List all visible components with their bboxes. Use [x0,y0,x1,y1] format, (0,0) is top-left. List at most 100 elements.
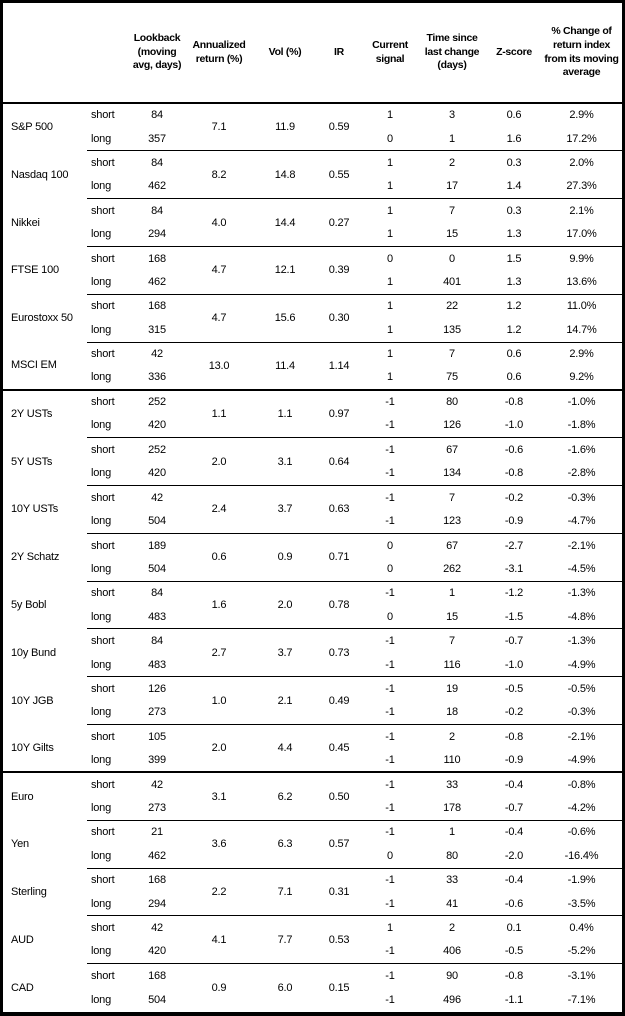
lookback-value: 483 [148,610,166,623]
z-score-value: -0.6 [504,897,524,910]
time-since-value: 110 [443,753,461,766]
vol-value: 7.7 [255,915,315,964]
time-since-value: 401 [443,276,461,289]
pct-change-value: -1.3% [541,628,622,653]
time-since-value: 126 [443,419,461,432]
current-signal-value: -1 [385,658,395,671]
annualized-return-value: 4.7 [183,293,255,343]
ir-value: 0.71 [315,532,363,582]
annualized-return-value: 2.4 [183,485,255,534]
vol-value: 14.4 [255,198,315,247]
asset-name: CAD [11,981,34,994]
pct-change-value: -0.6% [541,819,622,845]
ir-value: 0.45 [315,724,363,773]
pct-change-value: -1.9% [541,867,622,892]
ir-value: 0.30 [315,293,363,343]
current-signal-value: 0 [363,532,417,558]
current-signal-value: 0 [387,849,393,862]
pct-change-value: 11.0% [541,293,622,319]
horizon-label: long [91,610,111,623]
pct-change-value: 2.1% [541,198,622,223]
lookback-value: 462 [148,849,166,862]
lookback-value: 483 [148,658,166,671]
pct-change-value: 14.7% [566,323,597,336]
table-row-long: long 420 -1 406 -0.5 -5.2% [3,940,622,964]
time-since-value: 1 [417,819,487,845]
table-row-short: Nikkei short 84 4.0 14.4 0.27 1 7 0.3 2.1% [3,198,622,247]
lookback-value: 294 [148,228,166,241]
current-signal-value: 1 [387,323,393,336]
horizon-label: short [91,109,115,122]
annualized-return-value: 13.0 [183,341,255,390]
col-header-vol: Vol (%) [255,3,315,104]
lookback-value: 168 [131,867,183,892]
z-score-value: 1.5 [487,245,541,271]
z-score-value: -0.2 [504,706,524,719]
lookback-value: 315 [148,323,166,336]
z-score-value: 0.6 [506,371,522,384]
ir-value: 0.31 [315,867,363,916]
z-score-value: -0.5 [487,676,541,701]
z-score-value: -0.4 [487,867,541,892]
horizon-label: long [91,228,111,241]
table-row-short: Euro short 42 3.1 6.2 0.50 -1 33 -0.4 -0.8% [3,771,622,821]
horizon-label: short [87,437,131,462]
time-since-value: 134 [443,467,461,480]
table-row-long: long 504 -1 123 -0.9 -4.7% [3,509,622,533]
lookback-value: 462 [148,276,166,289]
lookback-value: 504 [148,515,166,528]
lookback-value: 84 [131,628,183,653]
z-score-value: -1.0 [504,419,524,432]
lookback-value: 420 [148,467,166,480]
col-header-pct-change: % Change of return index from its moving… [541,3,622,104]
asset-name: Eurostoxx 50 [11,312,73,325]
table-row-short: 5Y USTs short 252 2.0 3.1 0.64 -1 67 -0.6 -1.6% [3,437,622,486]
pct-change-value: -0.3% [567,706,596,719]
annualized-return-value: 4.0 [183,198,255,247]
time-since-value: 67 [417,532,487,558]
annualized-return-value: 3.1 [183,771,255,821]
table-row-long: long 420 -1 126 -1.0 -1.8% [3,414,622,438]
table-row-long: long 504 0 262 -3.1 -4.5% [3,557,622,581]
horizon-label: long [91,132,111,145]
current-signal-value: 0 [387,610,393,623]
ir-value: 0.27 [315,198,363,247]
asset-name: Nikkei [11,216,40,229]
z-score-value: 0.6 [487,341,541,366]
time-since-value: 123 [443,515,461,528]
current-signal-value: -1 [385,897,395,910]
time-since-value: 22 [417,293,487,319]
horizon-label: long [91,562,111,575]
current-signal-value: 1 [363,150,417,175]
table-row-long: long 504 -1 496 -1.1 -7.1% [3,988,622,1012]
current-signal-value: -1 [385,419,395,432]
table-row-long: long 315 1 135 1.2 14.7% [3,318,622,342]
col-header-time-since: Time since last change (days) [417,3,487,104]
horizon-label: short [87,532,131,558]
pct-change-value: -0.8% [541,771,622,797]
lookback-value: 84 [131,198,183,223]
horizon-label: short [87,485,131,510]
table-row-short: 10Y Gilts short 105 2.0 4.4 0.45 -1 2 -0.8 -2.1% [3,724,622,773]
time-since-value: 7 [417,485,487,510]
annualized-return-value: 1.1 [183,388,255,438]
annualized-return-value: 3.6 [183,819,255,868]
horizon-label: long [91,801,111,814]
z-score-value: -0.7 [487,628,541,653]
lookback-value: 42 [131,915,183,940]
horizon-label: short [87,819,131,845]
current-signal-value: -1 [363,485,417,510]
z-score-value: 1.3 [506,276,522,289]
z-score-value: -0.8 [504,467,524,480]
z-score-value: 1.6 [506,132,522,145]
horizon-label: short [87,724,131,749]
asset-name: Euro [3,771,87,821]
table-row-short: Yen short 21 3.6 6.3 0.57 -1 1 -0.4 -0.6% [3,819,622,868]
table-row-short: FTSE 100 short 168 4.7 12.1 0.39 0 0 1.5 9.9% [3,245,622,295]
lookback-value: 42 [131,771,183,797]
annualized-return-value: 0.6 [183,532,255,582]
z-score-value: -0.4 [487,771,541,797]
z-score-value: -2.0 [504,849,524,862]
current-signal-value: 1 [387,228,393,241]
horizon-label: short [87,963,131,988]
